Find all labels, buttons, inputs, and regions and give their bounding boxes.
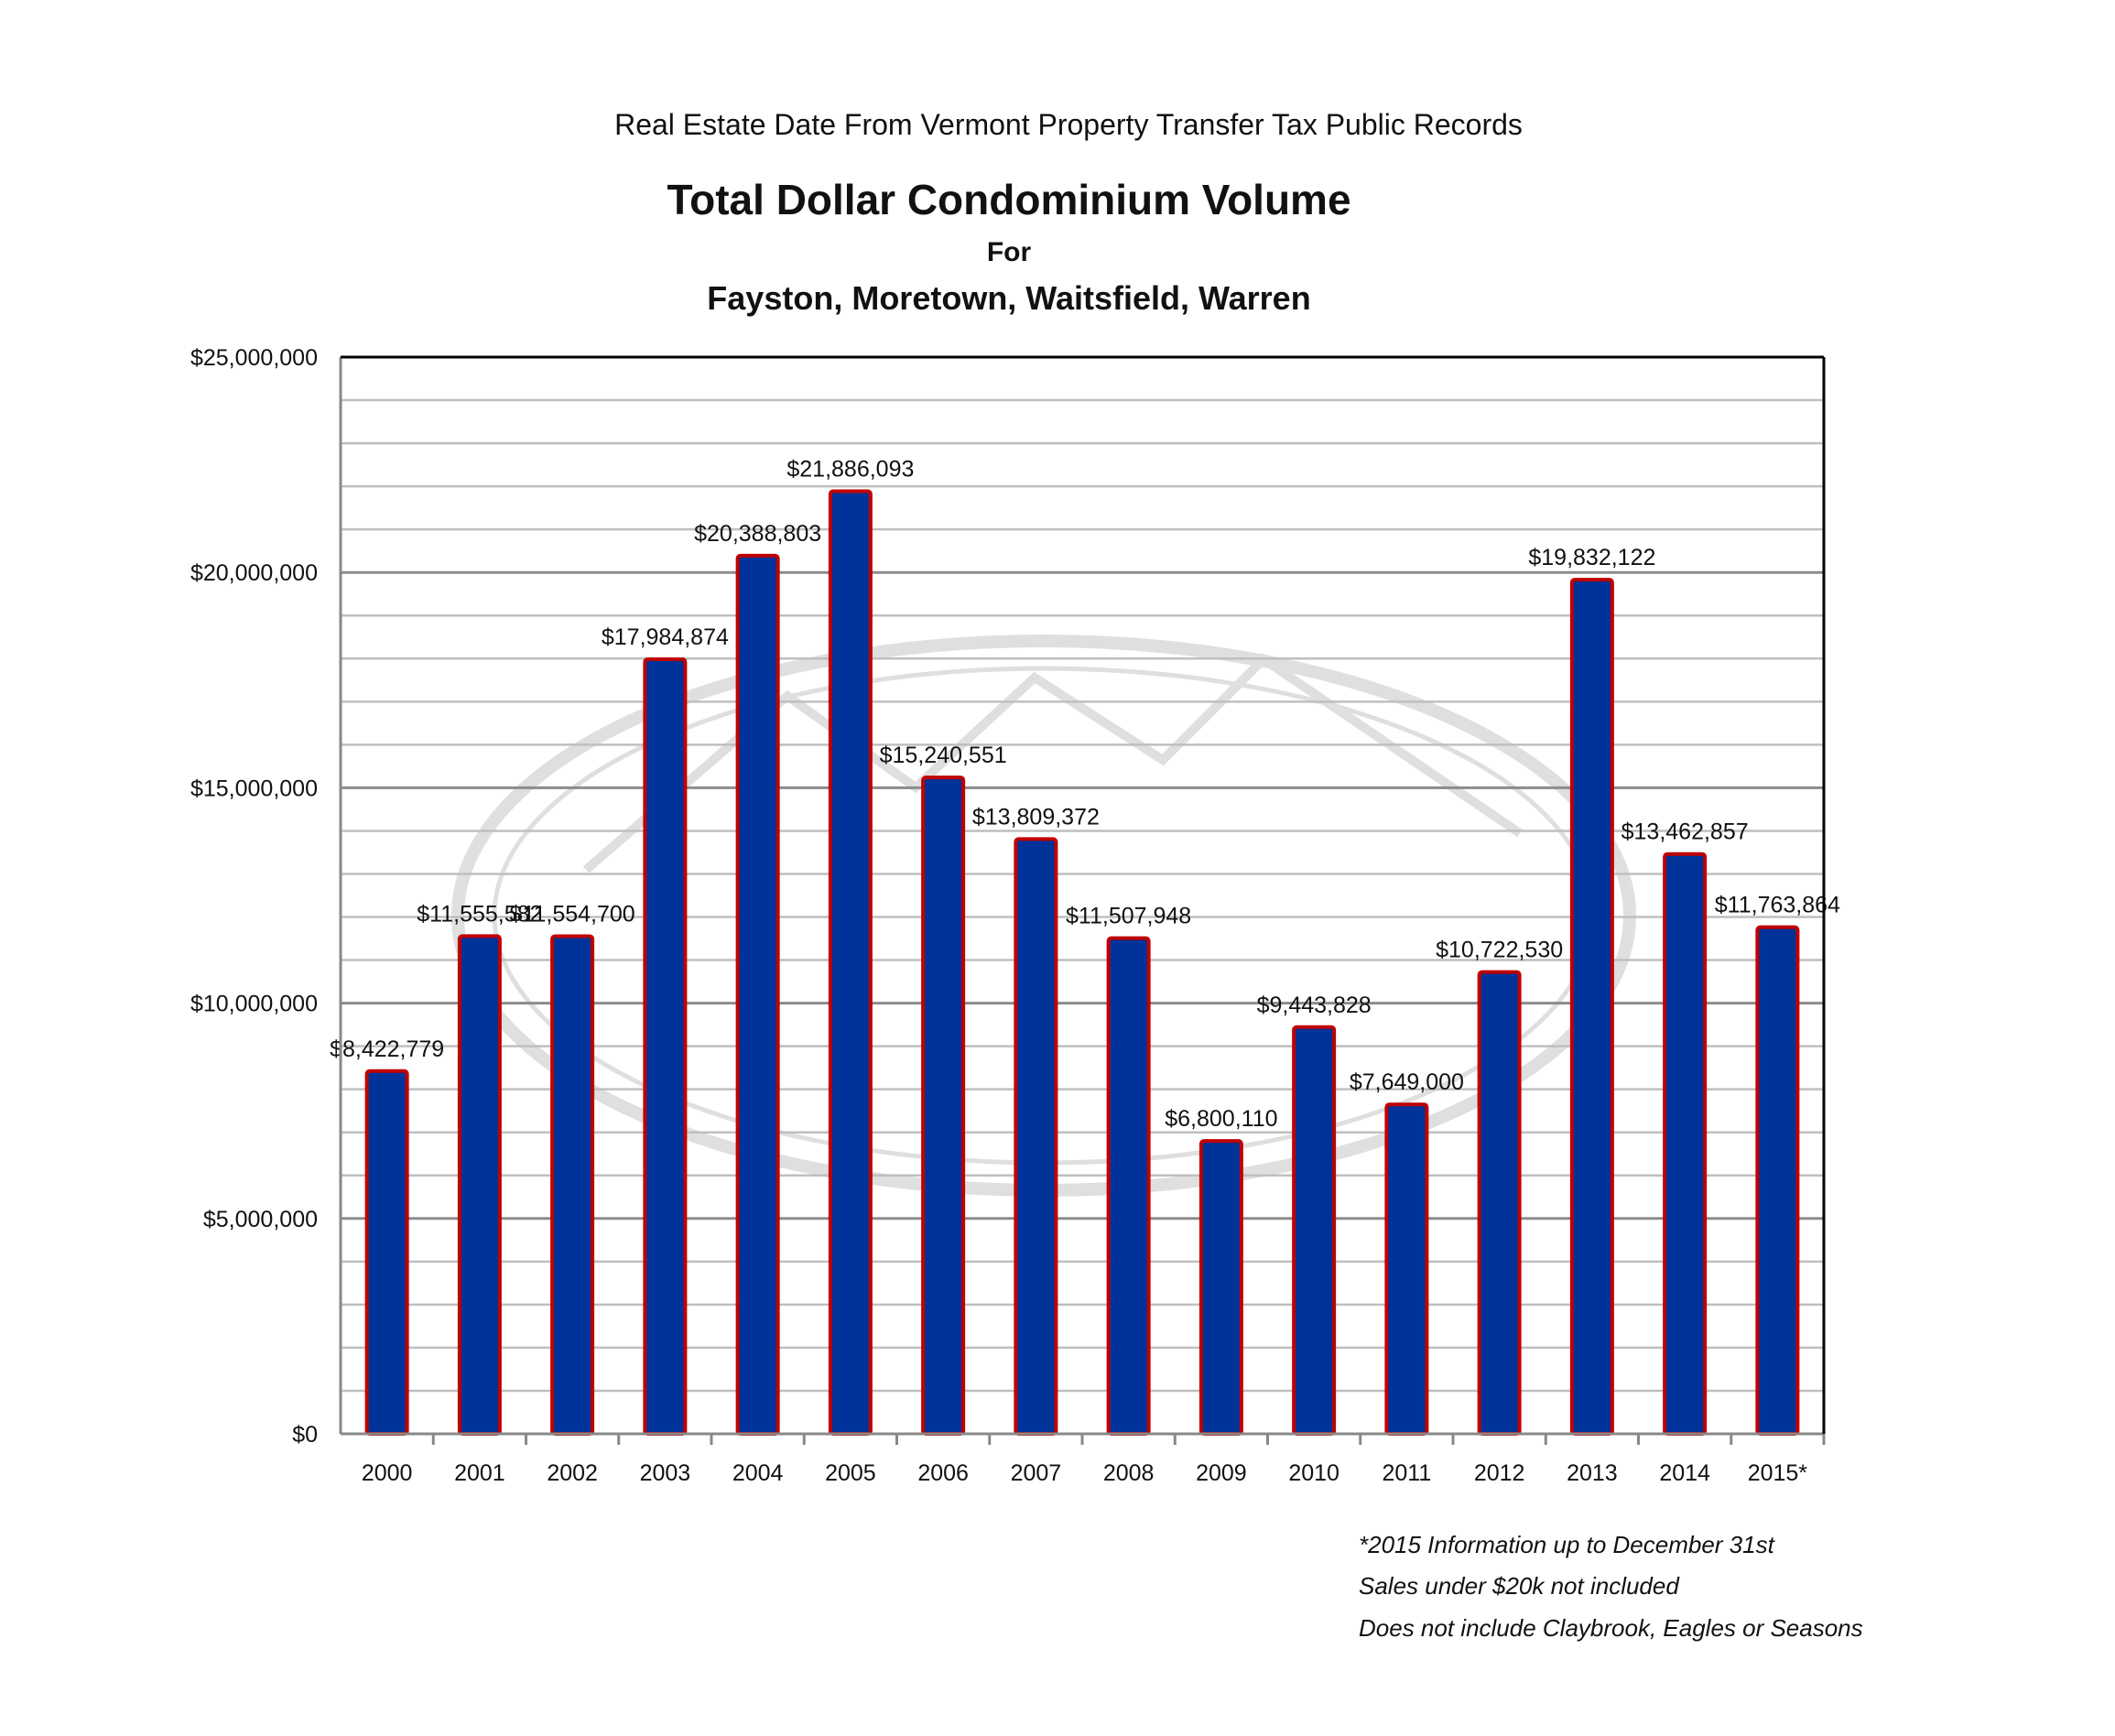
- x-tick-label: 2013: [1567, 1460, 1618, 1486]
- x-tick-label: 2011: [1382, 1460, 1431, 1486]
- bar-2008: [1106, 936, 1151, 1436]
- x-tick-label: 2015*: [1748, 1460, 1808, 1486]
- bar-2010: [1292, 1025, 1337, 1436]
- x-tick-label: 2004: [732, 1460, 784, 1486]
- bar-2005: [828, 489, 873, 1437]
- x-tick-label: 2003: [640, 1460, 691, 1486]
- x-tick-label: 2006: [917, 1460, 969, 1486]
- chart-subtitle-top: Real Estate Date From Vermont Property T…: [614, 108, 1523, 141]
- chart-title-towns: Fayston, Moretown, Waitsfield, Warren: [707, 279, 1310, 317]
- data-label-2009: $6,800,110: [1165, 1106, 1277, 1132]
- footnote-1: *2015 Information up to December 31st: [1359, 1531, 1776, 1558]
- y-tick-label: $20,000,000: [190, 560, 318, 586]
- data-label-2002: $11,554,700: [510, 901, 635, 927]
- x-tick-label: 2002: [547, 1460, 598, 1486]
- data-label-2015*: $11,763,864: [1715, 893, 1840, 918]
- bar-2003: [643, 656, 688, 1436]
- data-label-2012: $10,722,530: [1436, 938, 1563, 963]
- x-tick-label: 2012: [1474, 1460, 1525, 1486]
- bar-2009: [1198, 1139, 1243, 1436]
- x-tick-label: 2005: [825, 1460, 876, 1486]
- data-label-2014: $13,462,857: [1622, 819, 1749, 845]
- data-label-2008: $11,507,948: [1066, 904, 1191, 929]
- data-label-2006: $15,240,551: [880, 743, 1007, 768]
- x-tick-label: 2000: [362, 1460, 413, 1486]
- x-tick-label: 2001: [454, 1460, 505, 1486]
- bar-2001: [457, 934, 502, 1436]
- data-label-2003: $17,984,874: [602, 624, 729, 650]
- bar-2011: [1384, 1102, 1429, 1436]
- x-tick-label: 2008: [1103, 1460, 1155, 1486]
- chart-title-for: For: [987, 237, 1032, 267]
- y-tick-label: $10,000,000: [190, 992, 318, 1017]
- y-tick-label: $0: [292, 1422, 318, 1448]
- y-tick-label: $15,000,000: [190, 776, 318, 801]
- bar-2014: [1663, 852, 1708, 1436]
- x-tick-label: 2014: [1659, 1460, 1710, 1486]
- footnote-3: Does not include Claybrook, Eagles or Se…: [1359, 1614, 1863, 1642]
- data-label-2010: $9,443,828: [1257, 993, 1372, 1018]
- data-label-2004: $20,388,803: [694, 521, 821, 547]
- x-tick-label: 2010: [1288, 1460, 1340, 1486]
- data-label-2005: $21,886,093: [786, 456, 914, 482]
- bar-2013: [1569, 578, 1614, 1436]
- bar-2000: [364, 1069, 409, 1436]
- data-label-2001: $11,555,582: [417, 901, 542, 927]
- chart-title: Total Dollar Condominium Volume: [667, 176, 1350, 223]
- x-tick-label: 2009: [1196, 1460, 1247, 1486]
- footnote-2: Sales under $20k not included: [1359, 1572, 1680, 1600]
- bar-2004: [735, 553, 780, 1436]
- data-label-2013: $19,832,122: [1528, 545, 1655, 570]
- x-tick-label: 2007: [1011, 1460, 1062, 1486]
- bar-2002: [550, 934, 595, 1436]
- y-tick-label: $25,000,000: [190, 345, 318, 371]
- bar-2007: [1014, 837, 1058, 1436]
- data-label-2007: $13,809,372: [972, 804, 1100, 830]
- bar-2015*: [1755, 925, 1800, 1436]
- y-tick-label: $5,000,000: [203, 1207, 318, 1232]
- bar-2012: [1477, 970, 1522, 1436]
- bar-2006: [921, 776, 966, 1436]
- data-label-2000: $8,422,779: [330, 1036, 444, 1062]
- data-label-2011: $7,649,000: [1350, 1069, 1464, 1095]
